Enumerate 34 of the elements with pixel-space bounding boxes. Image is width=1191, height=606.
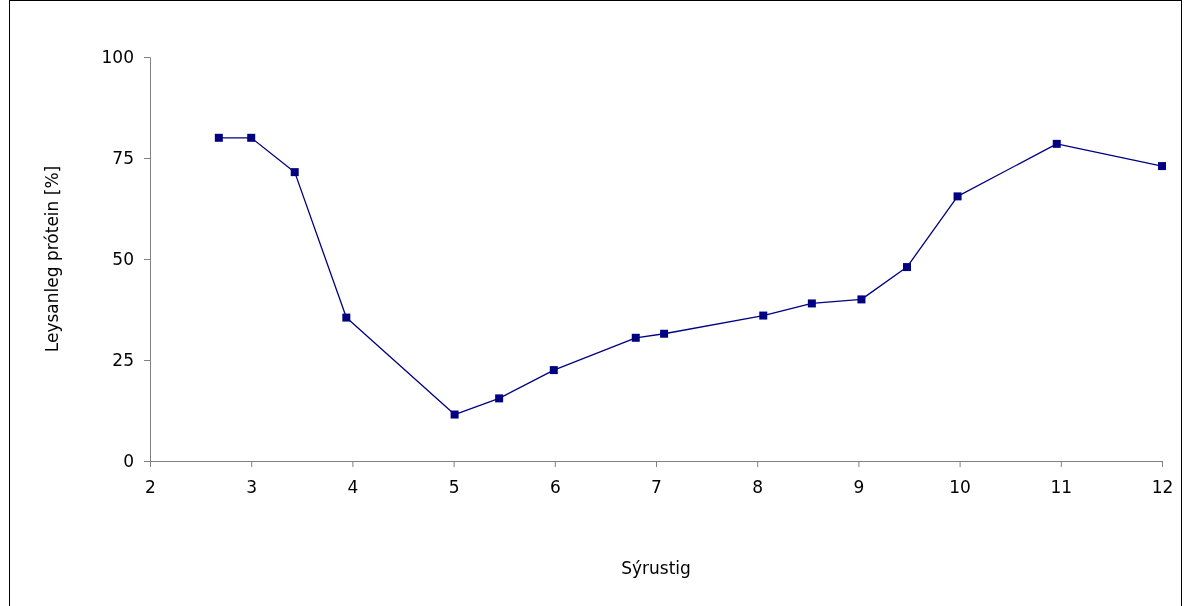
point [290,168,299,177]
x-tick-label: 8 [752,477,764,498]
point [660,329,669,338]
x-tick-label: 10 [949,477,971,498]
point [450,410,459,419]
x-tick-label: 3 [246,477,258,498]
x-tick-label: 7 [651,477,662,498]
x-tick-label: 2 [145,477,156,498]
y-axis-title: Leysanleg prótein [%] [42,165,62,353]
y-tick-label: 100 [101,46,134,67]
y-tick-label: 0 [123,450,134,471]
y-tick-label: 50 [112,248,134,269]
point [857,295,866,304]
x-tick-label: 4 [347,477,359,498]
x-axis-title: Sýrustig [621,558,691,578]
x-tick-label: 9 [853,477,865,498]
point [214,133,223,142]
point [953,192,962,201]
x-tick-label: 6 [549,477,561,498]
point [549,366,558,375]
point [759,311,768,320]
point [495,394,504,403]
y-tick-label: 25 [112,349,134,370]
point [1158,162,1166,171]
x-tick-label: 12 [1151,477,1174,498]
x-tick-label: 11 [1050,477,1073,498]
point [247,133,256,142]
x-tick-label: 5 [448,477,460,498]
y-tick-label: 75 [112,147,134,168]
point [902,263,911,272]
point [631,333,640,342]
point [1052,139,1061,148]
point [342,313,351,322]
point [807,299,816,308]
